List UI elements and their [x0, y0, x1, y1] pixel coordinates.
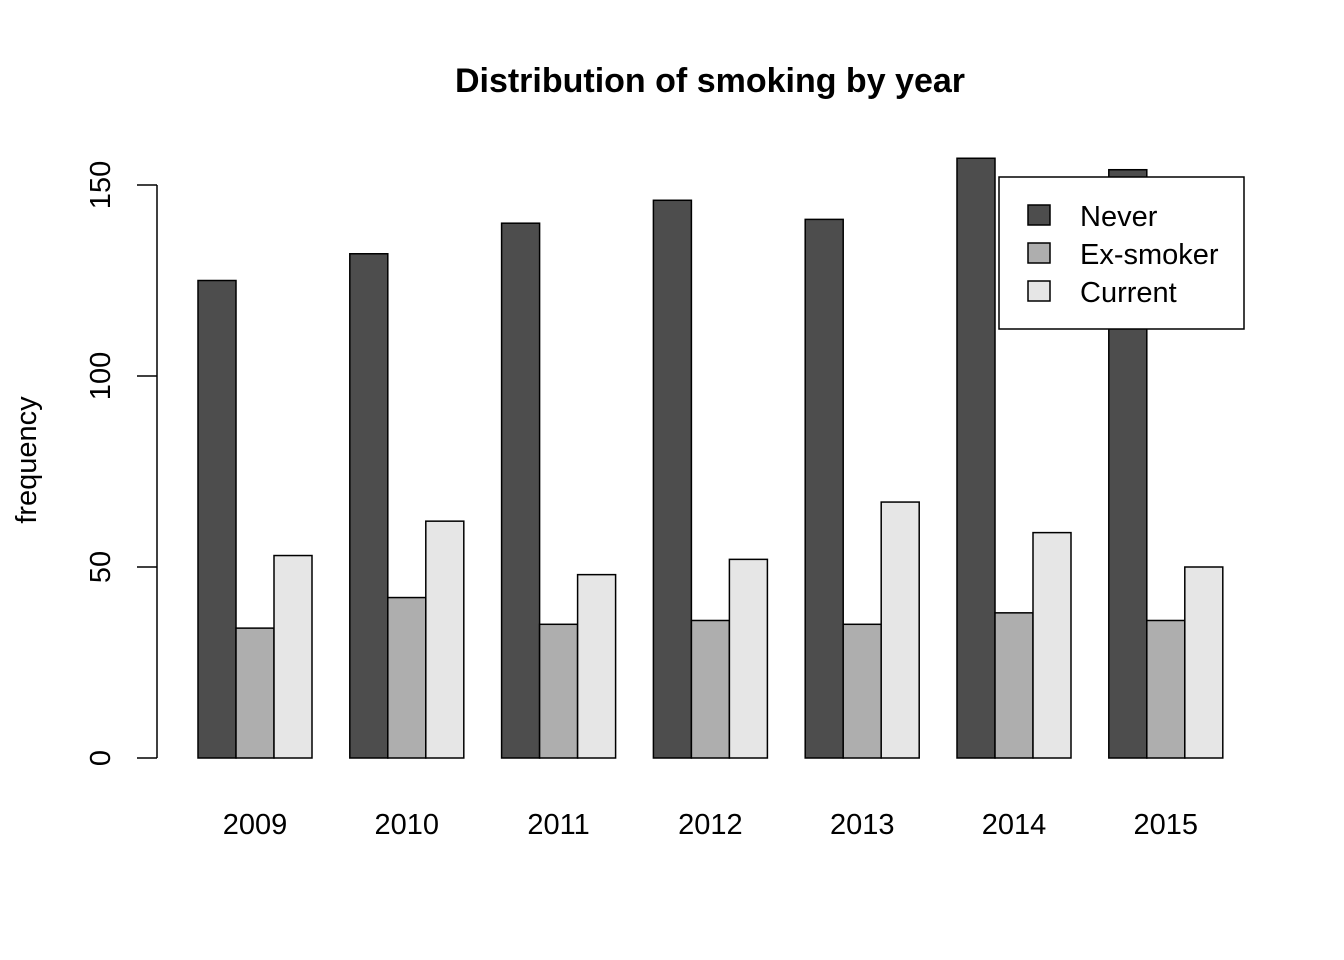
legend: Never Ex-smoker Current [998, 176, 1245, 330]
x-tick-label: 2012 [678, 809, 743, 841]
y-tick-label: 100 [85, 352, 117, 400]
bar-group-2013 [804, 218, 920, 759]
bar-current-2015 [1184, 566, 1224, 759]
x-tick-label: 2010 [375, 809, 440, 841]
x-axis-labels: 2009 2010 2011 2012 2013 2014 2015 [223, 809, 1198, 841]
legend-swatch-ex-smoker [1027, 242, 1051, 264]
bar-ex-smoker-2015 [1146, 619, 1186, 759]
bar-current-2010 [425, 520, 465, 759]
x-tick-label: 2014 [982, 809, 1047, 841]
legend-label-never: Never [1080, 201, 1158, 233]
y-axis: 0 50 100 150 [85, 161, 158, 766]
y-tick-label: 0 [85, 750, 117, 766]
bar-never-2011 [500, 222, 541, 759]
x-tick-label: 2015 [1134, 809, 1199, 841]
bar-group-2014 [956, 157, 1072, 759]
legend-label-current: Current [1080, 277, 1177, 309]
x-tick-label: 2011 [527, 809, 589, 841]
bar-group-2012 [652, 199, 769, 759]
legend-label-ex-smoker: Ex-smoker [1080, 239, 1219, 271]
legend-swatch-current [1027, 280, 1051, 302]
bar-never-2010 [349, 253, 389, 759]
bar-ex-smoker-2014 [994, 612, 1034, 759]
bar-current-2014 [1032, 531, 1072, 759]
bar-current-2013 [880, 501, 920, 759]
y-tick-label: 150 [85, 161, 117, 209]
y-tick-label: 50 [85, 551, 117, 583]
bar-group-2010 [349, 253, 465, 759]
bar-group-2009 [197, 279, 313, 759]
y-axis-label: frequency [11, 396, 43, 524]
bar-ex-smoker-2010 [387, 596, 427, 759]
x-tick-label: 2013 [830, 809, 895, 841]
bar-never-2012 [652, 199, 693, 759]
bar-group-2011 [500, 222, 617, 759]
bar-ex-smoker-2011 [538, 623, 579, 759]
bar-ex-smoker-2013 [842, 623, 882, 759]
bar-ex-smoker-2009 [235, 627, 275, 759]
bar-current-2012 [728, 558, 769, 759]
bar-current-2011 [576, 573, 617, 759]
bar-current-2009 [273, 554, 313, 759]
bar-never-2009 [197, 279, 237, 759]
x-tick-label: 2009 [223, 809, 288, 841]
chart-title: Distribution of smoking by year [455, 62, 965, 100]
bar-never-2014 [956, 157, 996, 759]
bar-ex-smoker-2012 [690, 619, 731, 759]
bar-never-2013 [804, 218, 844, 759]
legend-swatch-never [1027, 204, 1051, 226]
